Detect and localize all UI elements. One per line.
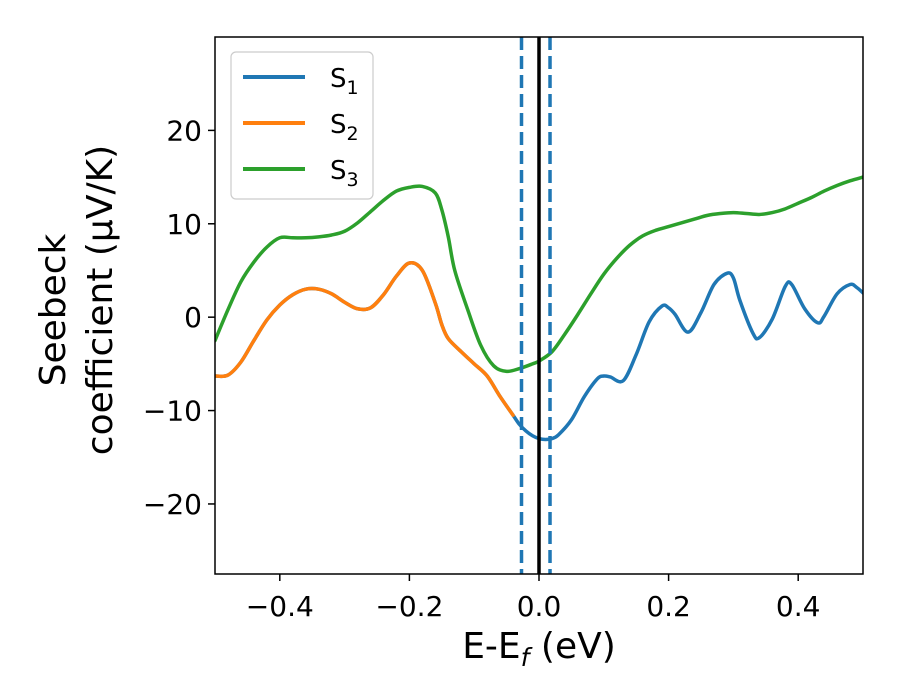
series-line-s2: [215, 261, 515, 417]
legend-box: [230, 51, 374, 200]
y-axis-label-line2: coefficient (μV/K): [80, 145, 121, 455]
legend-label-s3: S3: [330, 156, 359, 191]
x-axis-label: E-Ef (eV): [462, 626, 616, 672]
y-axis-label-line1: Seebeck: [33, 233, 74, 386]
y-axis-ticks: −20 −10 0 10 20: [143, 114, 215, 521]
x-tick-label: −0.2: [375, 590, 443, 623]
series-line-s3: [215, 175, 863, 374]
x-axis-ticks: −0.4 −0.2 0.0 0.2 0.4: [246, 574, 821, 623]
y-tick-label: −10: [143, 395, 202, 428]
x-tick-label: 0.4: [776, 590, 821, 623]
vline-layer: [519, 37, 552, 574]
x-tick-label: 0.2: [646, 590, 691, 623]
y-tick-label: 20: [166, 114, 202, 147]
series-layer: [215, 175, 863, 442]
y-tick-label: 10: [166, 208, 202, 241]
y-tick-label: 0: [184, 301, 202, 334]
x-tick-label: −0.4: [246, 590, 314, 623]
x-tick-label: 0.0: [517, 590, 562, 623]
legend-label-s1: S1: [330, 64, 359, 99]
legend: S1 S2 S3: [230, 51, 374, 200]
y-tick-label: −20: [143, 488, 202, 521]
plot-area: [215, 37, 863, 574]
legend-label-s2: S2: [330, 110, 359, 145]
